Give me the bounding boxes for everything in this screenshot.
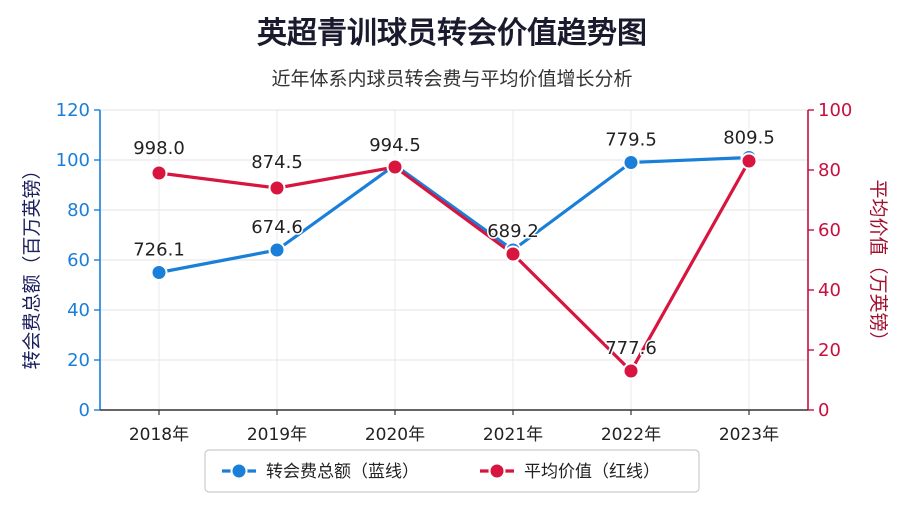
legend-marker-1 [230, 462, 248, 480]
x-tick-label: 2021年 [483, 425, 543, 445]
data-label: 674.6 [251, 217, 303, 238]
data-label: 994.5 [369, 135, 421, 156]
series-2-point [504, 245, 522, 263]
y-right-tick-label: 0 [818, 400, 829, 421]
y-left-tick-label: 40 [67, 300, 90, 321]
series-line-2 [157, 159, 751, 373]
x-tick-label: 2022年 [601, 425, 661, 445]
chart-subtitle: 近年体系内球员转会费与平均价值增长分析 [271, 68, 632, 90]
x-tick-label: 2018年 [129, 425, 189, 445]
data-label: 726.1 [133, 240, 185, 261]
data-labels: 726.1 674.6 994.5 689.2 779.5 809.5 998.0 874.5… [132, 126, 777, 361]
data-label: 809.5 [723, 128, 775, 149]
y-left-tick-label: 0 [79, 400, 90, 421]
y-left-tick-label: 120 [56, 100, 90, 121]
legend-label-1: 转会费总额（蓝线） [266, 462, 419, 482]
grid [100, 109, 808, 410]
y-left-tick-label: 80 [67, 200, 90, 221]
y-left-tick-label: 60 [67, 250, 90, 271]
series-2-point [150, 164, 168, 182]
legend-box [204, 449, 700, 493]
y-right-axis-title: 平均价值（万英镑） [867, 179, 889, 350]
axes: 0 20 40 60 80 100 120 0 20 40 60 80 100 2018年 2019年 202… [21, 100, 889, 445]
x-tick-label: 2023年 [719, 425, 779, 445]
data-label: 874.5 [251, 152, 303, 173]
series [150, 149, 758, 380]
chart-title: 英超青训球员转会价值趋势图 [257, 16, 647, 51]
y-right-tick-label: 20 [818, 340, 841, 361]
data-label: 998.0 [133, 138, 185, 159]
data-label: 779.5 [605, 130, 657, 151]
series-line-1 [157, 155, 751, 275]
y-right-tick-label: 60 [818, 220, 841, 241]
series-1-point [622, 154, 640, 171]
legend: 转会费总额（蓝线） 平均价值（红线） [204, 449, 700, 493]
data-label: 777.6 [605, 338, 657, 359]
series-2-point [622, 362, 640, 380]
series-1-point [150, 264, 168, 281]
y-left-tick-label: 100 [56, 150, 90, 171]
series-1-point [268, 241, 286, 259]
series-2-point [386, 158, 404, 176]
data-label: 689.2 [487, 221, 539, 242]
y-right-tick-label: 100 [818, 100, 852, 121]
series-2-point [740, 152, 758, 170]
legend-items: 转会费总额（蓝线） 平均价值（红线） [222, 462, 660, 482]
legend-marker-2 [488, 462, 506, 480]
x-tick-label: 2019年 [247, 425, 307, 445]
x-tick-label: 2020年 [365, 425, 425, 445]
series-2-point [268, 179, 286, 197]
y-left-axis-title: 转会费总额（百万英镑） [21, 160, 43, 369]
legend-label-2: 平均价值（红线） [524, 462, 660, 482]
y-right-tick-label: 80 [818, 160, 841, 181]
y-right-tick-label: 40 [818, 280, 841, 301]
y-left-tick-label: 20 [67, 350, 90, 371]
